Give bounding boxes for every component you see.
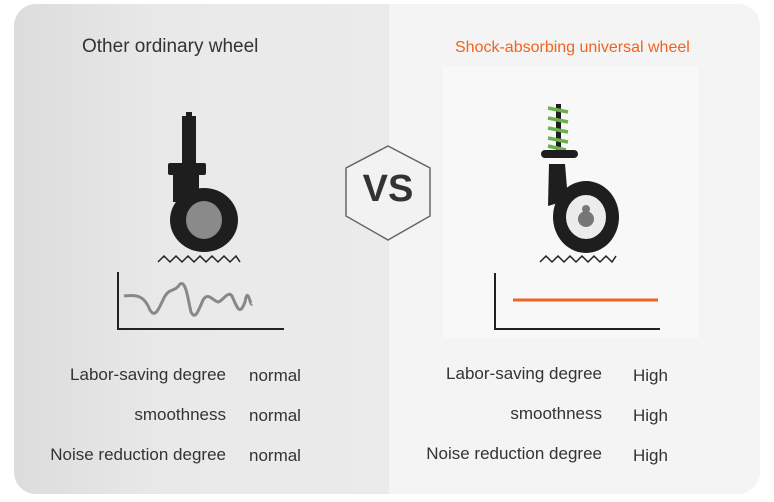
right-row-label: smoothness bbox=[510, 404, 602, 423]
right-title: Shock-absorbing universal wheel bbox=[455, 39, 690, 56]
right-row-label: Noise reduction degree bbox=[426, 444, 602, 463]
left-row-value: normal bbox=[249, 366, 301, 385]
left-row-label: smoothness bbox=[134, 405, 226, 424]
vs-label: VS bbox=[362, 168, 414, 210]
right-row-value: High bbox=[633, 446, 668, 465]
right-row-label: Labor-saving degree bbox=[446, 364, 602, 383]
shock-absorbing-wheel-icon bbox=[539, 104, 619, 264]
left-row-value: normal bbox=[249, 406, 301, 425]
ordinary-vibration-graph bbox=[117, 272, 284, 330]
right-row-value: High bbox=[633, 366, 668, 385]
left-row-value: normal bbox=[249, 446, 301, 465]
right-row-value: High bbox=[633, 406, 668, 425]
shock-absorbing-vibration-graph bbox=[494, 273, 660, 330]
ordinary-wheel-icon bbox=[157, 112, 241, 264]
left-row-label: Labor-saving degree bbox=[70, 365, 226, 384]
left-row-label: Noise reduction degree bbox=[50, 445, 226, 464]
vs-badge bbox=[345, 145, 431, 241]
left-title: Other ordinary wheel bbox=[82, 36, 259, 57]
